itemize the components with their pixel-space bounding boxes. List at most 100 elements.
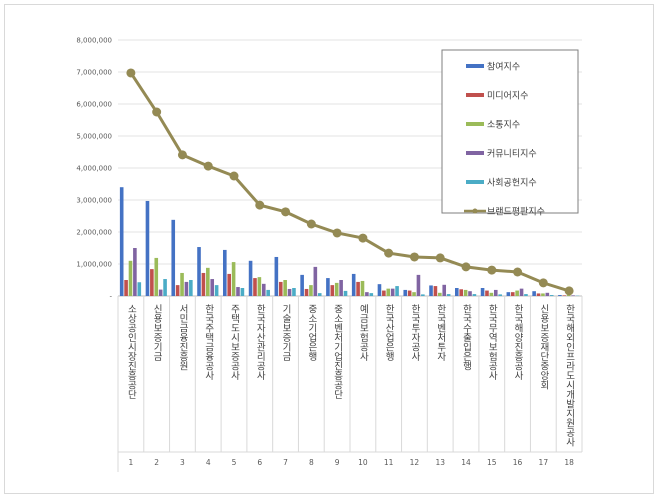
bar-사회공헌지수 [343, 290, 348, 296]
bar-커뮤니티지수 [133, 248, 137, 296]
y-tick-label: 7,000,000 [76, 69, 112, 77]
bar-소통지수 [386, 288, 391, 296]
category-label: 신용보증재단중앙회 [538, 304, 549, 390]
legend-swatch [466, 93, 484, 97]
brand-index-point [332, 228, 342, 238]
bar-참여지수 [300, 274, 304, 296]
bar-커뮤니티지수 [210, 279, 215, 296]
bar-미디어지수 [253, 278, 257, 296]
bar-소통지수 [128, 260, 133, 296]
y-tick-label: 3,000,000 [76, 197, 112, 205]
legend-swatch [466, 180, 484, 184]
legend-label: 참여지수 [487, 61, 520, 73]
category-label: 주택도시보증공사 [229, 304, 240, 381]
bar-미디어지수 [433, 286, 438, 296]
bar-사회공헌지수 [498, 294, 502, 296]
y-tick-label: 1,000,000 [76, 261, 112, 269]
rank-label: 16 [513, 458, 523, 467]
bar-참여지수 [197, 247, 201, 296]
legend-swatch [466, 151, 484, 155]
legend-label: 브랜드평판지수 [487, 207, 545, 218]
bar-미디어지수 [175, 285, 180, 296]
legend-label: 사회공헌지수 [487, 178, 537, 189]
brand-index-point [461, 262, 471, 272]
bar-참여지수 [274, 256, 279, 296]
bar-커뮤니티지수 [571, 295, 575, 296]
bar-미디어지수 [124, 280, 128, 296]
y-tick-label: 5,000,000 [76, 133, 112, 141]
bar-소통지수 [309, 285, 313, 296]
bar-참여지수 [351, 273, 356, 296]
y-tick-label: - [109, 293, 112, 301]
y-tick-label: 8,000,000 [76, 37, 112, 45]
bar-미디어지수 [150, 269, 154, 296]
bar-소통지수 [334, 282, 339, 296]
bar-소통지수 [438, 292, 442, 296]
category-label: 한국자산관리공사 [254, 304, 265, 381]
bar-사회공헌지수 [189, 280, 193, 296]
brand-index-point [384, 248, 394, 258]
rank-label: 11 [384, 458, 394, 467]
brand-index-point [487, 265, 497, 275]
rank-label: 15 [487, 458, 497, 467]
y-tick-label: 4,000,000 [76, 165, 112, 173]
bar-사회공헌지수 [240, 288, 245, 296]
brand-index-point [281, 207, 291, 217]
bar-사회공헌지수 [395, 286, 399, 296]
brand-index-point [126, 68, 136, 78]
bar-참여지수 [506, 292, 511, 296]
bar-소통지수 [541, 293, 545, 296]
bar-미디어지수 [562, 295, 567, 296]
legend-label: 커뮤니티지수 [487, 149, 537, 160]
bar-소통지수 [257, 277, 262, 296]
bar-커뮤니티지수 [158, 289, 163, 296]
brand-index-point [255, 200, 265, 210]
legend-swatch [466, 64, 484, 68]
bar-커뮤니티지수 [493, 289, 498, 296]
bar-사회공헌지수 [214, 285, 219, 296]
bar-사회공헌지수 [524, 294, 528, 296]
bar-미디어지수 [382, 290, 386, 296]
bar-커뮤니티지수 [442, 284, 447, 296]
bar-소통지수 [360, 280, 365, 296]
bar-사회공헌지수 [421, 294, 425, 296]
bar-소통지수 [566, 295, 571, 296]
bar-미디어지수 [278, 281, 283, 296]
bar-미디어지수 [485, 290, 489, 296]
bar-소통지수 [463, 289, 468, 296]
rank-label: 18 [564, 458, 574, 467]
rank-label: 8 [309, 458, 314, 467]
bar-참여지수 [326, 278, 330, 296]
bar-사회공헌지수 [137, 282, 142, 296]
bar-미디어지수 [227, 273, 231, 296]
bar-미디어지수 [407, 290, 412, 296]
bar-커뮤니티지수 [390, 288, 395, 296]
bar-커뮤니티지수 [313, 266, 318, 296]
brand-index-point [177, 150, 187, 160]
rank-label: 13 [435, 458, 445, 467]
brand-index-point [306, 219, 316, 229]
bar-사회공헌지수 [446, 294, 451, 296]
bar-참여지수 [403, 289, 408, 296]
brand-index-point [513, 267, 523, 277]
legend-label: 소통지수 [487, 120, 520, 131]
bar-사회공헌지수 [317, 293, 322, 296]
rank-label: 3 [180, 458, 185, 467]
bar-소통지수 [180, 272, 184, 296]
rank-label: 5 [232, 458, 237, 467]
bar-참여지수 [558, 295, 562, 296]
bar-커뮤니티지수 [287, 288, 292, 296]
brand-index-point [203, 161, 213, 171]
category-label: 한국벤처투자 [435, 304, 446, 362]
category-label: 서민금융진흥원 [177, 304, 188, 371]
bar-참여지수 [171, 219, 176, 296]
legend-swatch [466, 122, 484, 126]
chart-frame [4, 4, 654, 494]
bar-커뮤니티지수 [519, 288, 524, 296]
bar-사회공헌지수 [292, 288, 296, 296]
bar-소통지수 [489, 292, 494, 296]
bar-참여지수 [223, 249, 227, 296]
bar-참여지수 [248, 260, 253, 296]
bar-미디어지수 [201, 272, 206, 296]
category-label: 한국해외인프라도시개발지원공사 [564, 304, 575, 447]
